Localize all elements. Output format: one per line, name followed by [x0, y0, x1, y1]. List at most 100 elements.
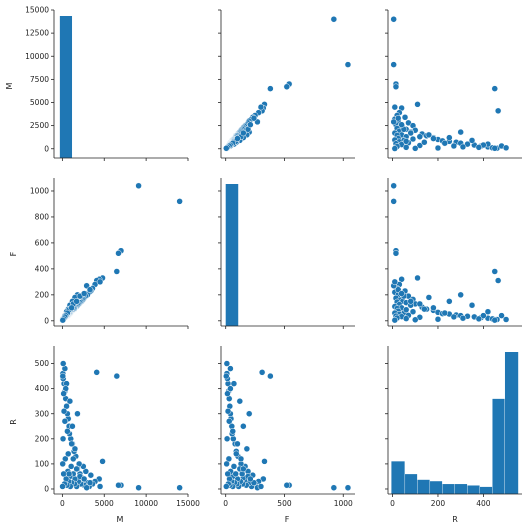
point-r-m-55 — [74, 410, 81, 417]
point-m-r-74 — [430, 135, 437, 142]
point-r-m-74 — [68, 440, 75, 448]
point-f-m-72 — [80, 290, 88, 297]
histogram-bar-m-0 — [59, 16, 73, 158]
y-tick-label: 12500 — [25, 29, 49, 38]
pairplot-axis-labels: M F R M F R — [5, 82, 458, 524]
y-tick-label: 200 — [35, 290, 50, 299]
point-m-f-74 — [234, 135, 241, 142]
point-m-f-3 — [283, 83, 291, 91]
point-f-m-74 — [68, 304, 75, 312]
point-f-r-64 — [416, 300, 424, 308]
point-r-f-49 — [224, 470, 231, 478]
point-r-f-51 — [223, 435, 231, 443]
point-r-m-68 — [60, 407, 68, 415]
point-m-r-65 — [402, 138, 410, 145]
y-axis-label-m: M — [5, 82, 14, 89]
x-axis-label-f: F — [285, 515, 290, 524]
point-f-r-54 — [391, 316, 399, 324]
point-m-r-53 — [412, 145, 419, 152]
point-f-r-0 — [390, 198, 397, 205]
point-r-f-70 — [257, 483, 265, 490]
point-r-f-31 — [230, 463, 238, 470]
point-f-r-77 — [491, 316, 498, 324]
point-m-r-57 — [446, 134, 453, 141]
point-f-r-70 — [391, 278, 399, 286]
y-tick-label: 300 — [35, 409, 50, 418]
point-m-f-1 — [344, 61, 352, 68]
point-m-f-72 — [247, 121, 254, 128]
point-r-f-76 — [224, 390, 231, 397]
point-f-r-58 — [468, 301, 476, 309]
point-r-m-77 — [59, 372, 67, 380]
point-r-m-31 — [67, 463, 75, 470]
point-f-r-76 — [475, 315, 483, 323]
histogram-bar-r-1 — [405, 474, 418, 494]
point-m-r-73 — [407, 129, 414, 137]
point-r-f-69 — [223, 360, 231, 367]
y-tick-label: 500 — [35, 359, 50, 368]
point-f-r-51 — [434, 316, 442, 323]
point-r-m-56 — [71, 445, 79, 453]
point-r-f-66 — [229, 428, 236, 435]
point-r-f-72 — [247, 475, 254, 483]
histogram-bar-r-4 — [442, 484, 455, 494]
point-r-m-71 — [86, 479, 94, 486]
point-f-m-70 — [96, 278, 104, 286]
point-m-r-76 — [475, 144, 483, 151]
histogram-bar-r-9 — [504, 352, 519, 494]
point-r-m-4 — [113, 372, 121, 380]
point-r-m-5 — [99, 458, 106, 465]
point-r-m-45 — [62, 455, 69, 463]
point-f-r-72 — [398, 290, 405, 297]
x-tick-label: 15000 — [176, 499, 200, 508]
panel-f-vs-f — [218, 178, 355, 329]
point-m-r-68 — [459, 143, 467, 151]
point-f-m-71 — [86, 286, 94, 293]
point-r-m-7 — [93, 369, 100, 376]
point-r-f-58 — [236, 397, 244, 405]
point-r-f-67 — [227, 385, 234, 392]
point-r-m-65 — [65, 470, 73, 478]
histogram-bar-r-5 — [455, 484, 468, 494]
point-f-r-67 — [480, 312, 487, 319]
x-tick-label: 5000 — [95, 499, 114, 508]
point-m-f-70 — [257, 103, 265, 111]
x-axis-label-r: R — [452, 515, 458, 524]
point-r-m-53 — [59, 460, 66, 468]
point-r-m-1 — [135, 484, 142, 491]
point-m-r-70 — [391, 103, 399, 111]
point-m-r-64 — [416, 133, 424, 140]
x-tick-label: 10000 — [134, 499, 158, 508]
point-m-f-71 — [250, 114, 258, 122]
point-m-r-5 — [414, 101, 421, 108]
panel-m-vs-f — [218, 9, 355, 161]
point-r-m-76 — [60, 390, 67, 397]
point-r-f-54 — [223, 483, 230, 490]
point-f-r-74 — [430, 304, 437, 312]
point-f-m-4 — [113, 268, 121, 275]
y-tick-label: 400 — [35, 264, 50, 273]
x-tick-label: 200 — [431, 499, 446, 508]
point-f-r-56 — [425, 294, 433, 301]
point-m-r-45 — [416, 142, 424, 149]
y-tick-label: 2500 — [30, 121, 49, 130]
panel-r-vs-r: 0 200 400 — [385, 346, 522, 508]
point-f-r-3 — [392, 250, 400, 257]
point-r-f-68 — [224, 407, 232, 415]
x-tick-label: 500 — [277, 499, 292, 508]
point-m-r-58 — [468, 137, 476, 144]
x-tick-label: 400 — [476, 499, 491, 508]
point-r-m-73 — [73, 465, 80, 473]
point-r-m-10 — [87, 471, 95, 479]
point-m-r-54 — [391, 145, 399, 152]
point-r-m-72 — [80, 475, 88, 483]
point-r-f-7 — [258, 369, 266, 376]
point-f-r-31 — [409, 308, 417, 315]
point-m-r-51 — [434, 144, 442, 152]
point-r-m-3 — [115, 481, 122, 489]
point-m-r-69 — [502, 144, 510, 152]
histogram-bar-r-7 — [479, 486, 493, 494]
point-m-r-31 — [409, 135, 417, 143]
point-f-m-1 — [135, 182, 142, 190]
x-tick-label: 1000 — [334, 499, 353, 508]
